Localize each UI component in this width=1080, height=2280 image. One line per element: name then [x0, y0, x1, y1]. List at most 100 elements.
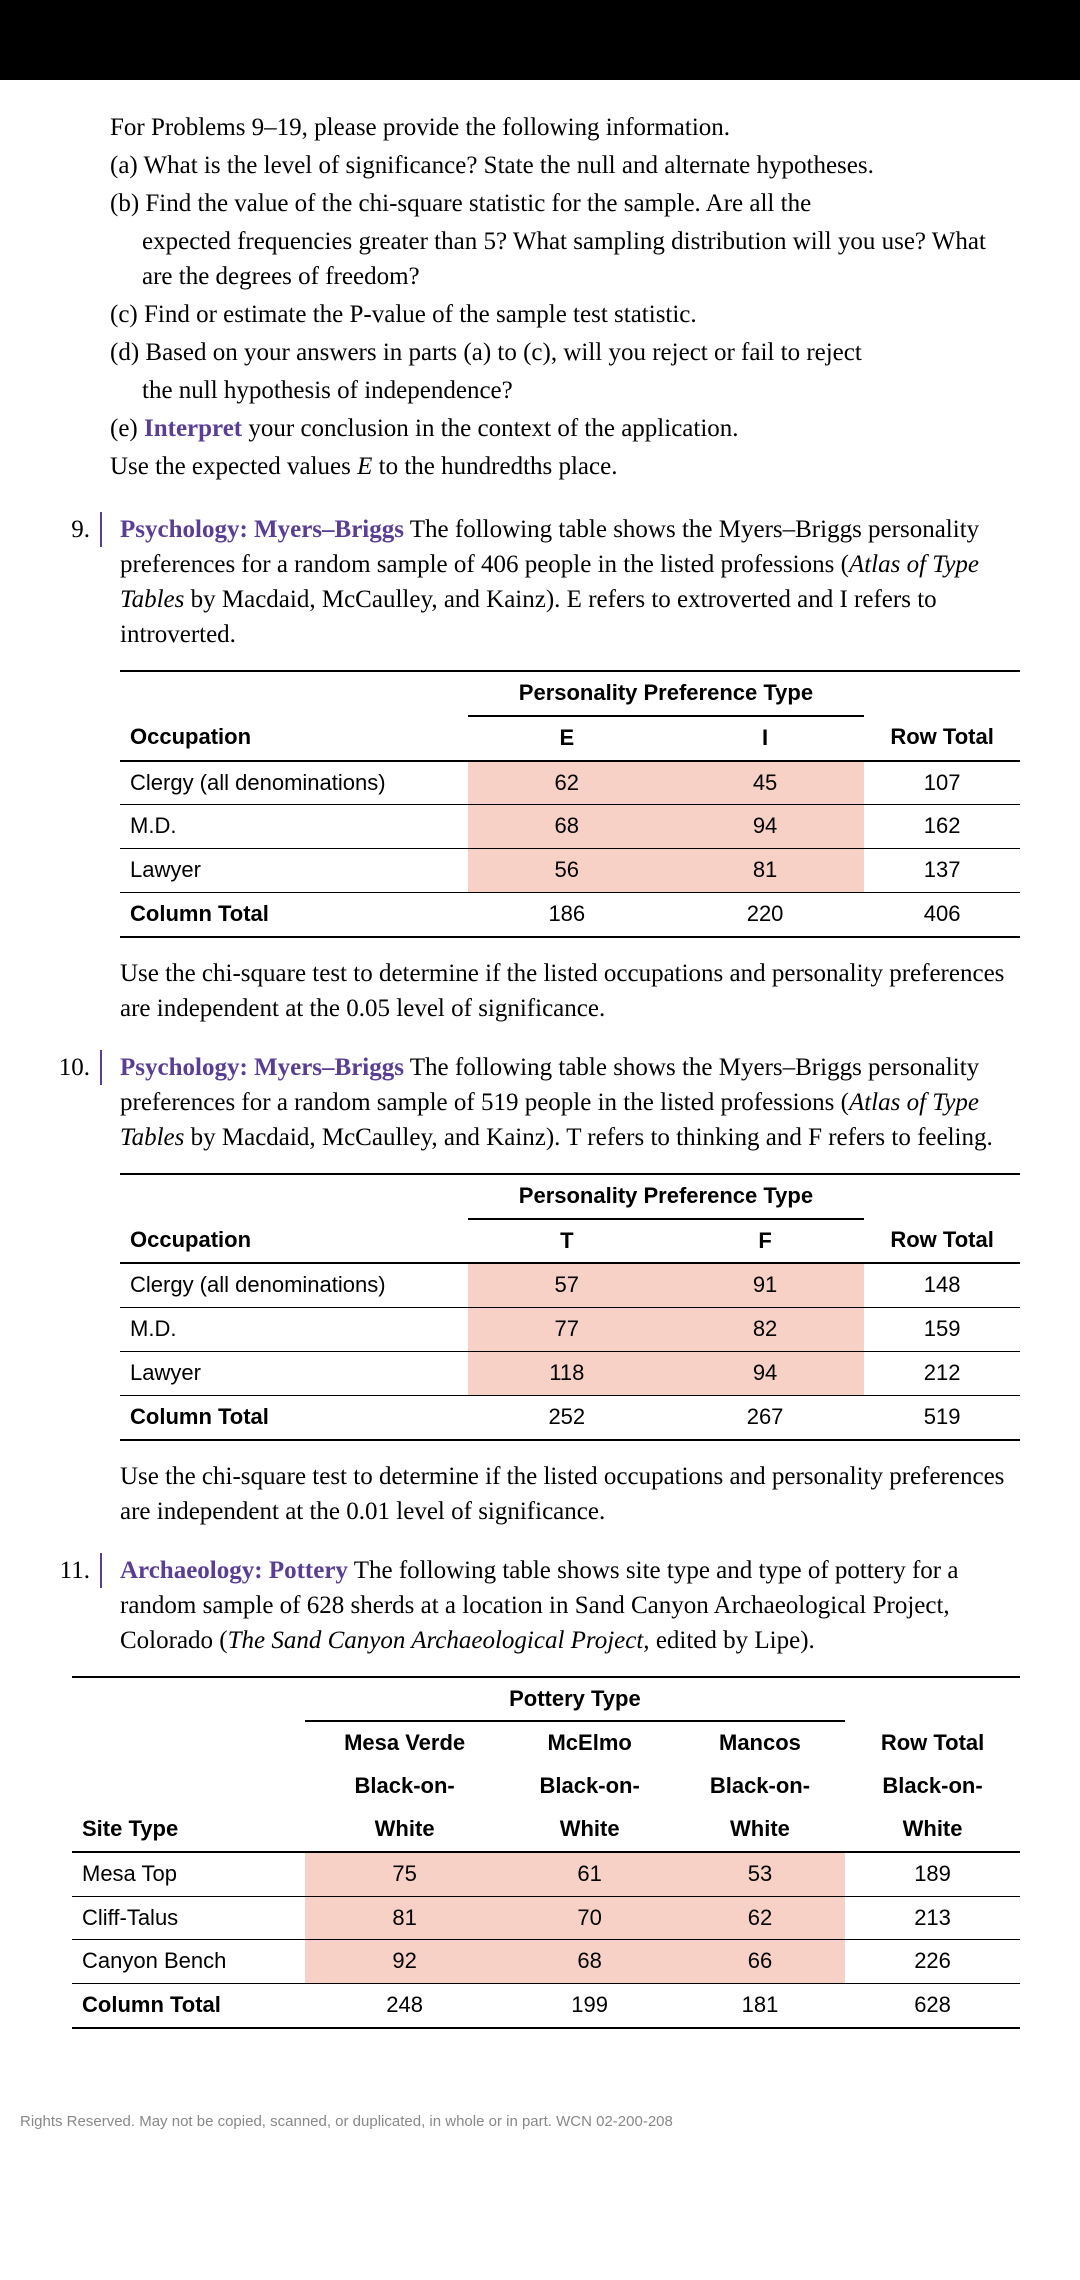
col-h3: Mancos: [675, 1721, 845, 1765]
interpret-word: Interpret: [144, 415, 242, 442]
item-c: (c) Find or estimate the P-value of the …: [110, 297, 1020, 332]
problem-9-number: 9.: [60, 512, 108, 1026]
cell: 212: [864, 1351, 1020, 1395]
cell: 406: [864, 892, 1020, 936]
col-e: E: [468, 716, 666, 761]
table-p11: Pottery Type Mesa Verde McElmo Mancos Ro…: [72, 1676, 1020, 2029]
col-h1c: White: [305, 1808, 505, 1852]
cell: 62: [675, 1896, 845, 1940]
row-label: M.D.: [120, 805, 468, 849]
problem-10-para: Psychology: Myers–Briggs The following t…: [120, 1050, 1020, 1155]
row-label: Column Total: [72, 1984, 305, 2028]
cell: 137: [864, 849, 1020, 893]
cell: 53: [675, 1852, 845, 1896]
col-h2c: White: [505, 1808, 675, 1852]
cell: 77: [468, 1308, 666, 1352]
cell: 162: [864, 805, 1020, 849]
cell: 189: [845, 1852, 1020, 1896]
table-row: Site Type White White White White: [72, 1808, 1020, 1852]
row-label: Lawyer: [120, 1351, 468, 1395]
table-row: M.D. 77 82 159: [120, 1308, 1020, 1352]
problem-11-text2: edited by Lipe).: [650, 1627, 815, 1654]
cell: 62: [468, 761, 666, 805]
col-occupation: Occupation: [120, 716, 468, 761]
col-h1: Mesa Verde: [305, 1721, 505, 1765]
span-header: Personality Preference Type: [468, 671, 865, 716]
cell: 57: [468, 1263, 666, 1307]
problem-9-para: Psychology: Myers–Briggs The following t…: [120, 512, 1020, 652]
col-h1b: Black-on-: [305, 1765, 505, 1808]
cell: 252: [468, 1395, 666, 1439]
table-row: Column Total 186 220 406: [120, 892, 1020, 936]
cell: 226: [845, 1940, 1020, 1984]
row-label: Clergy (all denominations): [120, 1263, 468, 1307]
top-black-bar: [0, 0, 1080, 80]
table-row: Lawyer 56 81 137: [120, 849, 1020, 893]
problem-10: 10. Psychology: Myers–Briggs The followi…: [48, 1050, 1020, 1529]
col-h2b: Black-on-: [505, 1765, 675, 1808]
item-e-pre: (e): [110, 415, 144, 442]
cell: 159: [864, 1308, 1020, 1352]
col-h3c: White: [675, 1808, 845, 1852]
cell: 107: [864, 761, 1020, 805]
cell: 56: [468, 849, 666, 893]
cell: 94: [666, 805, 864, 849]
col-rowtotal: Row Total: [864, 716, 1020, 761]
tail-line: Use the expected values E to the hundred…: [110, 449, 1020, 484]
problem-10-title: Psychology: Myers–Briggs: [120, 1054, 404, 1081]
cell: 186: [468, 892, 666, 936]
problem-9-conclusion: Use the chi-square test to determine if …: [120, 956, 1020, 1026]
table-row: Cliff-Talus 81 70 62 213: [72, 1896, 1020, 1940]
problem-10-number: 10.: [48, 1050, 108, 1529]
problem-11: 11. Archaeology: Pottery The following t…: [48, 1553, 1020, 2047]
cell: 45: [666, 761, 864, 805]
problem-9-body: Psychology: Myers–Briggs The following t…: [108, 512, 1020, 1026]
col-rowtotal: Row Total: [864, 1219, 1020, 1264]
table-row: Canyon Bench 92 68 66 226: [72, 1940, 1020, 1984]
problem-11-cite: The Sand Canyon Archaeological Project,: [228, 1627, 650, 1654]
row-label: Canyon Bench: [72, 1940, 305, 1984]
col-sitetype: Site Type: [72, 1808, 305, 1852]
table-row: Personality Preference Type: [120, 1174, 1020, 1219]
table-row: Mesa Top 75 61 53 189: [72, 1852, 1020, 1896]
cell: 81: [305, 1896, 505, 1940]
table-row: M.D. 68 94 162: [120, 805, 1020, 849]
cell: 61: [505, 1852, 675, 1896]
cell: 220: [666, 892, 864, 936]
instructions-block: For Problems 9–19, please provide the fo…: [110, 110, 1020, 484]
row-label: Mesa Top: [72, 1852, 305, 1896]
row-label: Lawyer: [120, 849, 468, 893]
table-row: Occupation T F Row Total: [120, 1219, 1020, 1264]
col-h4b: Black-on-: [845, 1765, 1020, 1808]
table-p9: Personality Preference Type Occupation E…: [120, 670, 1020, 938]
cell: 68: [505, 1940, 675, 1984]
table-row: Column Total 248 199 181 628: [72, 1984, 1020, 2028]
table-row: Lawyer 118 94 212: [120, 1351, 1020, 1395]
intro-line: For Problems 9–19, please provide the fo…: [110, 110, 1020, 145]
cell: 91: [666, 1263, 864, 1307]
span-header: Personality Preference Type: [468, 1174, 865, 1219]
col-t: T: [468, 1219, 666, 1264]
cell: 199: [505, 1984, 675, 2028]
col-h4: Row Total: [845, 1721, 1020, 1765]
item-b-line2: expected frequencies greater than 5? Wha…: [110, 224, 1020, 294]
problem-10-body: Psychology: Myers–Briggs The following t…: [108, 1050, 1020, 1529]
table-row: Pottery Type: [72, 1677, 1020, 1722]
table-row: Personality Preference Type: [120, 671, 1020, 716]
problem-9-text2: by Macdaid, McCaulley, and Kainz). E ref…: [120, 586, 937, 648]
cell: 181: [675, 1984, 845, 2028]
page-content: For Problems 9–19, please provide the fo…: [0, 80, 1080, 2091]
cell: 82: [666, 1308, 864, 1352]
item-d-line1: (d) Based on your answers in parts (a) t…: [110, 335, 1020, 370]
cell: 148: [864, 1263, 1020, 1307]
cell: 519: [864, 1395, 1020, 1439]
table-row: Black-on- Black-on- Black-on- Black-on-: [72, 1765, 1020, 1808]
row-label: Clergy (all denominations): [120, 761, 468, 805]
col-h4c: White: [845, 1808, 1020, 1852]
col-f: F: [666, 1219, 864, 1264]
table-row: Mesa Verde McElmo Mancos Row Total: [72, 1721, 1020, 1765]
cell: 81: [666, 849, 864, 893]
problem-10-text2: by Macdaid, McCaulley, and Kainz). T ref…: [184, 1124, 992, 1151]
problem-11-para: Archaeology: Pottery The following table…: [120, 1553, 1020, 1658]
footer-text: Rights Reserved. May not be copied, scan…: [0, 2091, 1080, 2162]
